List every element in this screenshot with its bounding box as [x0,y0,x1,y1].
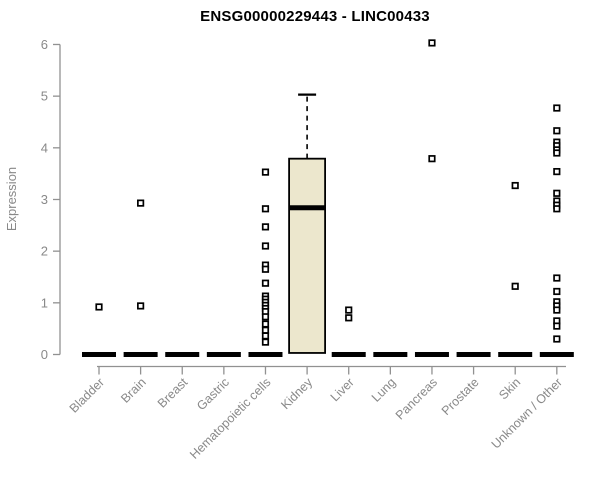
x-category-label: Unknown / Other [489,375,565,451]
collapsed-box [456,352,491,357]
outlier-point [95,303,103,311]
collapsed-box [331,352,366,357]
chart-title: ENSG00000229443 - LINC00433 [200,8,430,25]
outlier-point [261,332,270,340]
box-body [288,157,327,354]
median-line [289,205,326,211]
outlier-point [137,199,145,207]
collapsed-box [82,352,116,357]
x-category-label: Prostate [439,375,482,418]
outlier-point [261,168,270,176]
x-category-label: Bladder [67,375,107,415]
collapsed-box [123,352,158,357]
y-axis-label: Expression [4,166,19,232]
outlier-point [553,335,561,343]
outlier-point [553,127,561,135]
outlier-point [511,282,519,290]
y-tick-label: 4 [41,140,48,155]
collapsed-box [206,352,241,357]
x-category-label: Breast [155,375,191,411]
x-category-label: Brain [118,375,149,406]
x-category-label: Kidney [278,375,315,412]
x-category-label: Pancreas [393,375,440,422]
collapsed-box [248,352,283,357]
outlier-point [553,167,561,176]
outlier-point [553,205,561,213]
x-category-label: Gastric [194,375,232,413]
outlier-point [553,104,561,112]
outlier-point [261,338,270,346]
y-tick-label: 0 [41,347,48,362]
outlier-point [261,205,270,213]
outlier-point [261,326,270,334]
outlier-point [553,189,561,197]
collapsed-box [414,352,449,357]
outlier-point [553,322,561,330]
y-tick-label: 6 [41,37,48,52]
outlier-point [261,265,270,273]
x-category-label: Lung [369,375,399,405]
outlier-point [261,223,270,231]
x-category-label: Skin [496,375,523,402]
x-category-label: Hematopoietic cells [187,375,274,462]
collapsed-box [165,352,200,357]
outlier-point [345,314,353,322]
y-tick-label: 3 [41,192,48,207]
outlier-point [137,302,145,310]
x-category-label: Liver [328,375,357,404]
y-tick-label: 2 [41,244,48,259]
y-tick-label: 5 [41,89,48,104]
outlier-point [345,306,353,314]
collapsed-box [373,352,408,357]
outlier-point [553,149,561,157]
outlier-point [428,39,436,47]
outlier-point [511,181,519,190]
outlier-point [553,306,561,314]
collapsed-box [539,352,574,357]
outlier-point [428,155,436,163]
outlier-point [553,274,561,282]
outlier-point [261,242,270,250]
outlier-point [261,313,270,321]
outlier-point [261,320,270,328]
outlier-point [553,287,561,296]
collapsed-box [498,352,533,357]
y-tick-label: 1 [41,295,48,310]
outlier-point [261,279,270,287]
